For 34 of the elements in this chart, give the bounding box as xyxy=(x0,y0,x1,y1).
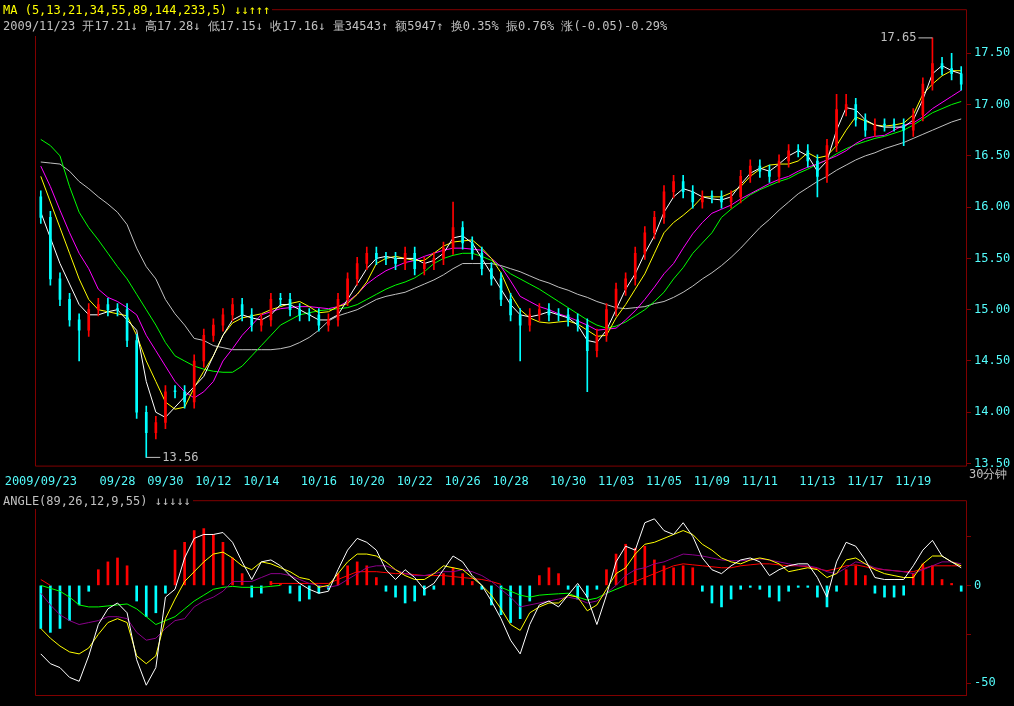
x-tick-label: 10/20 xyxy=(348,473,385,488)
x-tick-label: 10/26 xyxy=(444,473,481,488)
x-tick-label: 11/19 xyxy=(895,473,932,488)
y-tick-label: 15.00 xyxy=(974,301,1011,316)
y-tick-label: 14.50 xyxy=(974,353,1011,368)
x-tick-label: 11/05 xyxy=(645,473,683,488)
y-tick-label: 17.00 xyxy=(974,96,1011,111)
annotation: 17.65 xyxy=(880,30,917,45)
annotation: 13.56 xyxy=(162,449,199,464)
y-tick-label: 16.00 xyxy=(974,199,1011,214)
y-tick-label: 14.00 xyxy=(974,404,1011,419)
x-tick-label: 10/28 xyxy=(492,473,529,488)
y-tick-label: 15.50 xyxy=(974,250,1011,265)
chart-title: ANGLE(89,26,12,9,55) ↓↓↓↓↓ xyxy=(3,494,193,509)
x-tick-label: 10/30 xyxy=(550,473,587,488)
y-tick-label: 0 xyxy=(974,577,982,592)
text: 30分钟 xyxy=(969,466,1008,481)
x-tick-label: 11/03 xyxy=(597,473,635,488)
x-tick-label: 10/22 xyxy=(396,473,433,488)
x-tick-label: 2009/09/23 xyxy=(4,473,77,488)
x-tick-label: 11/13 xyxy=(799,473,836,488)
x-tick-label: 11/11 xyxy=(741,473,778,488)
x-tick-label: 10/16 xyxy=(300,473,337,488)
y-tick-label: 16.50 xyxy=(974,147,1011,162)
x-tick-label: 11/09 xyxy=(693,473,730,488)
x-tick-label: 11/17 xyxy=(847,473,884,488)
x-tick-label: 10/12 xyxy=(195,473,232,488)
y-tick-label: -50 xyxy=(974,675,996,690)
y-tick-label: 17.50 xyxy=(974,45,1011,60)
x-tick-label: 09/28 xyxy=(99,473,136,488)
x-tick-label: 10/14 xyxy=(243,473,280,488)
x-tick-label: 09/30 xyxy=(147,473,184,488)
chart-title: MA (5,13,21,34,55,89,144,233,5) ↓↓↑↑↑ xyxy=(3,3,273,18)
text: 2009/11/23 开17.21↓ 高17.28↓ 低17.15↓ 收17.16↓ 量34543↑ 额5947↑ 换0.35% 振0.76% 涨(-0.05)-0.29% xyxy=(3,18,670,36)
